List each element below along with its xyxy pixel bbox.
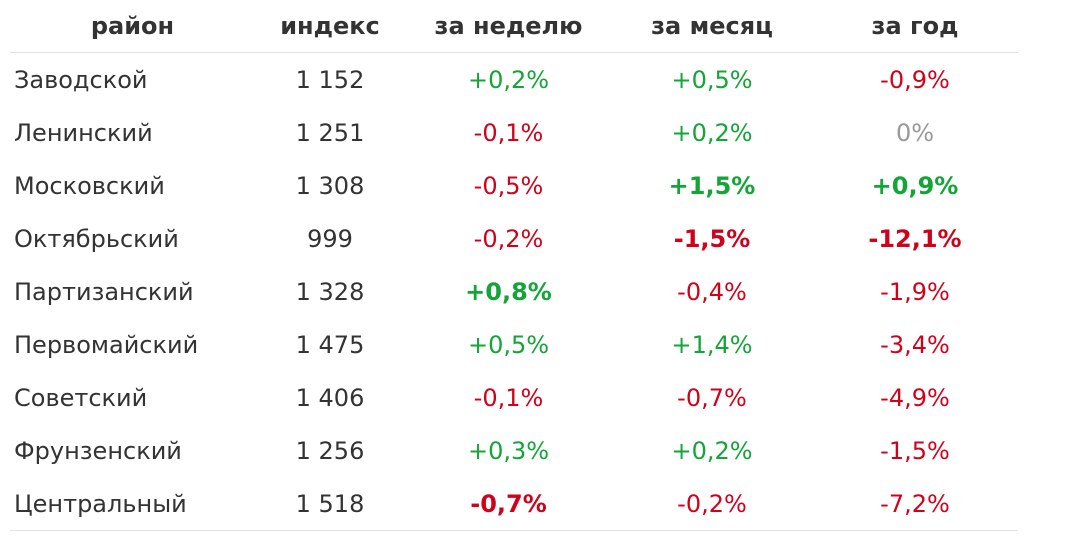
table-row: Советский 1 406 -0,1% -0,7% -4,9% xyxy=(10,371,1018,424)
month-change-cell: +1,5% xyxy=(668,171,756,200)
district-cell: Ленинский xyxy=(14,118,153,147)
year-change-cell: -3,4% xyxy=(880,330,950,359)
table-row: Октябрьский 999 -0,2% -1,5% -12,1% xyxy=(10,212,1018,265)
index-cell: 1 475 xyxy=(295,330,365,359)
year-change-cell: -1,9% xyxy=(880,277,950,306)
table-body: Заводской 1 152 +0,2% +0,5% -0,9% Ленинский 1 … xyxy=(10,53,1018,531)
header-row: район индекс за неделю за месяц за год xyxy=(10,0,1018,53)
index-cell: 1 256 xyxy=(295,436,365,465)
month-change-cell: -1,5% xyxy=(673,224,751,253)
header-index[interactable]: индекс xyxy=(255,0,405,53)
week-change-cell: -0,1% xyxy=(473,118,544,147)
week-change-cell: +0,8% xyxy=(465,277,552,306)
index-cell: 1 406 xyxy=(295,383,365,412)
year-change-cell: -4,9% xyxy=(880,383,950,412)
table-header: район индекс за неделю за месяц за год xyxy=(10,0,1018,53)
table-row: Партизанский 1 328 +0,8% -0,4% -1,9% xyxy=(10,265,1018,318)
year-change-cell: -1,5% xyxy=(880,436,950,465)
table-row: Центральный 1 518 -0,7% -0,2% -7,2% xyxy=(10,477,1018,531)
week-change-cell: -0,2% xyxy=(473,224,544,253)
district-cell: Центральный xyxy=(10,477,255,531)
year-change-cell: +0,9% xyxy=(871,171,959,200)
week-change-cell: -0,1% xyxy=(473,383,544,412)
week-change-cell: -0,7% xyxy=(405,477,612,531)
index-cell: 1 152 xyxy=(295,65,365,94)
index-cell: 1 328 xyxy=(295,277,365,306)
table-row: Заводской 1 152 +0,2% +0,5% -0,9% xyxy=(10,53,1018,107)
year-change-cell: -7,2% xyxy=(812,477,1018,531)
month-change-cell: +0,2% xyxy=(671,436,753,465)
district-cell: Фрунзенский xyxy=(14,436,182,465)
table-row: Московский 1 308 -0,5% +1,5% +0,9% xyxy=(10,159,1018,212)
district-cell: Заводской xyxy=(14,65,148,94)
table-row: Фрунзенский 1 256 +0,3% +0,2% -1,5% xyxy=(10,424,1018,477)
month-change-cell: +0,5% xyxy=(671,65,753,94)
index-cell: 1 518 xyxy=(255,477,405,531)
table-row: Ленинский 1 251 -0,1% +0,2% 0% xyxy=(10,106,1018,159)
header-month[interactable]: за месяц xyxy=(612,0,812,53)
week-change-cell: +0,2% xyxy=(467,65,550,94)
year-change-cell: 0% xyxy=(895,118,935,147)
index-cell: 999 xyxy=(307,224,353,253)
year-change-cell: -12,1% xyxy=(868,224,962,253)
month-change-cell: -0,4% xyxy=(677,277,747,306)
year-change-cell: -0,9% xyxy=(880,65,950,94)
district-cell: Партизанский xyxy=(14,277,194,306)
district-index-table: район индекс за неделю за месяц за год З… xyxy=(10,0,1018,531)
month-change-cell: -0,7% xyxy=(677,383,747,412)
week-change-cell: -0,5% xyxy=(473,171,544,200)
header-week[interactable]: за неделю xyxy=(405,0,612,53)
index-cell: 1 251 xyxy=(295,118,365,147)
header-district[interactable]: район xyxy=(10,0,255,53)
district-cell: Первомайский xyxy=(14,330,199,359)
table-row: Первомайский 1 475 +0,5% +1,4% -3,4% xyxy=(10,318,1018,371)
district-cell: Октябрьский xyxy=(14,224,179,253)
week-change-cell: +0,5% xyxy=(467,330,550,359)
month-change-cell: +1,4% xyxy=(671,330,753,359)
district-cell: Советский xyxy=(14,383,148,412)
month-change-cell: -0,2% xyxy=(612,477,812,531)
district-cell: Московский xyxy=(14,171,165,200)
month-change-cell: +0,2% xyxy=(671,118,753,147)
header-year[interactable]: за год xyxy=(812,0,1018,53)
index-cell: 1 308 xyxy=(295,171,365,200)
district-index-table-container: район индекс за неделю за месяц за год З… xyxy=(10,0,1018,531)
week-change-cell: +0,3% xyxy=(467,436,550,465)
